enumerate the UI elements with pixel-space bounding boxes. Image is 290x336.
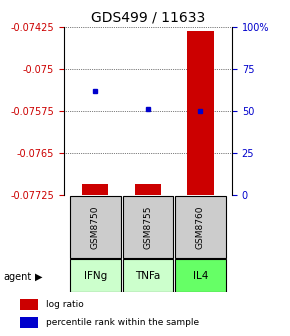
Text: log ratio: log ratio [46,300,84,309]
Bar [187,31,214,195]
Bar [20,299,38,310]
Text: IL4: IL4 [193,270,208,281]
Bar [135,184,161,195]
Bar [123,196,173,258]
Bar [123,259,173,292]
Title: GDS499 / 11633: GDS499 / 11633 [91,10,205,24]
Text: GSM8760: GSM8760 [196,205,205,249]
Text: GSM8755: GSM8755 [143,205,153,249]
Text: percentile rank within the sample: percentile rank within the sample [46,318,199,327]
Bar [175,259,226,292]
Bar [70,196,121,258]
Text: agent: agent [3,272,31,282]
Text: GSM8750: GSM8750 [91,205,100,249]
Bar [175,196,226,258]
Bar [70,259,121,292]
Bar [20,317,38,328]
Text: IFNg: IFNg [84,270,107,281]
Text: ▶: ▶ [35,272,43,282]
Bar [82,184,108,195]
Text: TNFa: TNFa [135,270,161,281]
